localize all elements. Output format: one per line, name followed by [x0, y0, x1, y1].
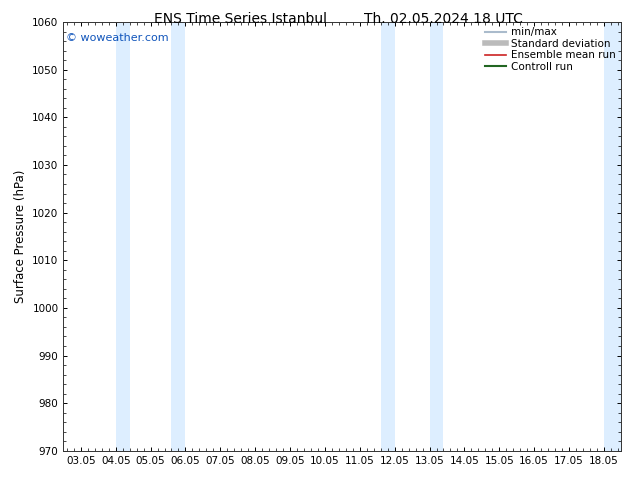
- Text: © woweather.com: © woweather.com: [66, 33, 169, 43]
- Bar: [604, 22, 621, 451]
- Bar: [171, 22, 186, 451]
- Bar: [380, 22, 394, 451]
- Y-axis label: Surface Pressure (hPa): Surface Pressure (hPa): [14, 170, 27, 303]
- Legend: min/max, Standard deviation, Ensemble mean run, Controll run: min/max, Standard deviation, Ensemble me…: [483, 25, 618, 74]
- Text: ENS Time Series Istanbul: ENS Time Series Istanbul: [155, 12, 327, 26]
- Bar: [429, 22, 444, 451]
- Text: Th. 02.05.2024 18 UTC: Th. 02.05.2024 18 UTC: [365, 12, 523, 26]
- Bar: [116, 22, 130, 451]
